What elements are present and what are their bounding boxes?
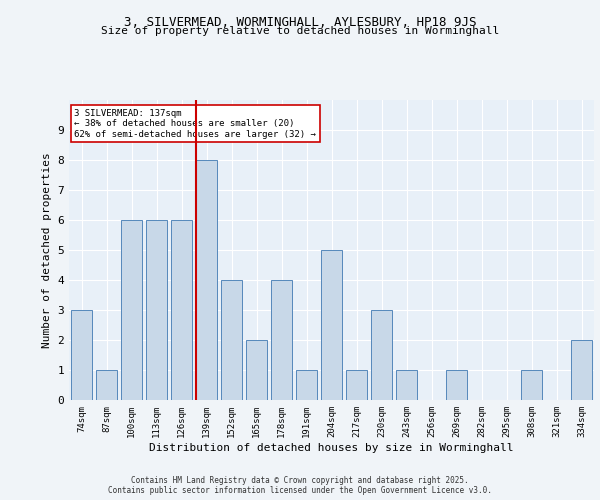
- X-axis label: Distribution of detached houses by size in Worminghall: Distribution of detached houses by size …: [149, 442, 514, 452]
- Bar: [171, 220, 192, 400]
- Y-axis label: Number of detached properties: Number of detached properties: [42, 152, 52, 348]
- Bar: [71, 310, 92, 400]
- Bar: [396, 370, 417, 400]
- Bar: [321, 250, 342, 400]
- Bar: [121, 220, 142, 400]
- Bar: [521, 370, 542, 400]
- Bar: [271, 280, 292, 400]
- Bar: [146, 220, 167, 400]
- Text: 3, SILVERMEAD, WORMINGHALL, AYLESBURY, HP18 9JS: 3, SILVERMEAD, WORMINGHALL, AYLESBURY, H…: [124, 16, 476, 29]
- Text: 3 SILVERMEAD: 137sqm
← 38% of detached houses are smaller (20)
62% of semi-detac: 3 SILVERMEAD: 137sqm ← 38% of detached h…: [74, 109, 316, 139]
- Bar: [196, 160, 217, 400]
- Bar: [246, 340, 267, 400]
- Bar: [296, 370, 317, 400]
- Text: Size of property relative to detached houses in Worminghall: Size of property relative to detached ho…: [101, 26, 499, 36]
- Bar: [571, 340, 592, 400]
- Bar: [371, 310, 392, 400]
- Bar: [96, 370, 117, 400]
- Bar: [346, 370, 367, 400]
- Text: Contains HM Land Registry data © Crown copyright and database right 2025.
Contai: Contains HM Land Registry data © Crown c…: [108, 476, 492, 495]
- Bar: [446, 370, 467, 400]
- Bar: [221, 280, 242, 400]
